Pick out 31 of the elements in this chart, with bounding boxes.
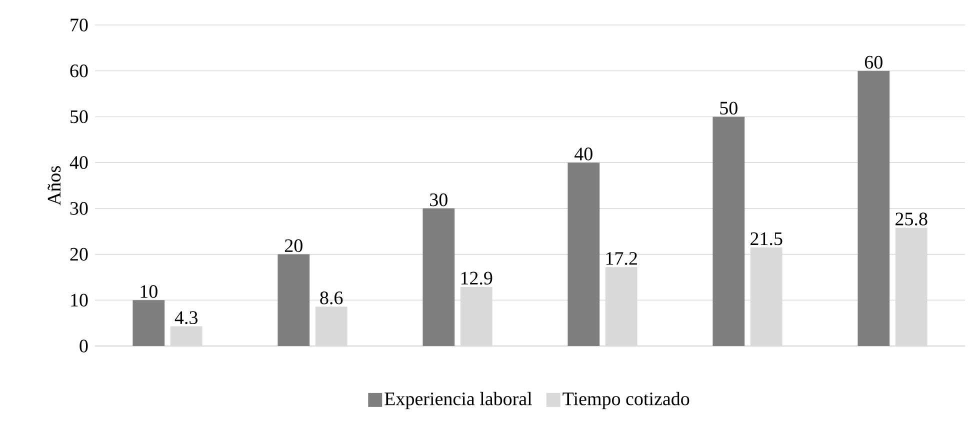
y-axis-title: Años bbox=[48, 166, 61, 206]
data-label: 12.9 bbox=[461, 272, 492, 285]
bar bbox=[422, 208, 455, 346]
bar bbox=[858, 70, 890, 346]
data-label: 8.6 bbox=[320, 291, 343, 304]
legend-label: Tiempo cotizado bbox=[562, 392, 690, 410]
data-label: 50 bbox=[720, 102, 738, 115]
data-label: 17.2 bbox=[606, 252, 637, 265]
y-tick-label: 0 bbox=[80, 340, 88, 352]
bar bbox=[170, 326, 202, 346]
bar bbox=[278, 254, 310, 346]
y-tick-label: 70 bbox=[70, 18, 88, 32]
data-label: 20 bbox=[284, 239, 302, 252]
data-label: 60 bbox=[864, 56, 882, 69]
y-tick-label: 60 bbox=[70, 64, 88, 78]
bar bbox=[132, 300, 165, 346]
y-tick-label: 30 bbox=[70, 202, 88, 215]
data-label: 4.3 bbox=[174, 311, 198, 324]
bar bbox=[568, 162, 600, 346]
legend-label: Experiencia laboral bbox=[384, 392, 532, 410]
data-label: 40 bbox=[574, 148, 592, 160]
bar bbox=[315, 306, 348, 346]
data-label: 30 bbox=[430, 193, 448, 206]
y-tick-label: 20 bbox=[70, 248, 88, 261]
data-label: 10 bbox=[140, 285, 158, 298]
data-label: 21.5 bbox=[750, 232, 782, 246]
bar bbox=[712, 116, 745, 346]
y-tick-label: 50 bbox=[70, 110, 88, 124]
data-label: 25.8 bbox=[896, 212, 928, 226]
y-tick-label: 40 bbox=[70, 156, 88, 169]
y-tick-label: 10 bbox=[71, 294, 88, 307]
